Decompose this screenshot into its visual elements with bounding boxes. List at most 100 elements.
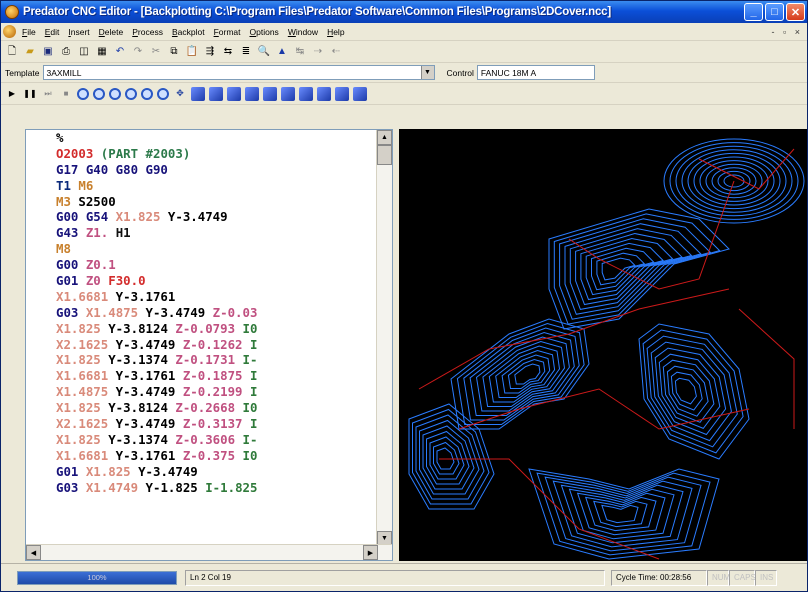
code-token: Z-0.1262 xyxy=(175,336,243,352)
renumber-icon[interactable]: ⇶ xyxy=(205,45,215,57)
title-bar[interactable]: Predator CNC Editor - [Backplotting C:\P… xyxy=(1,1,807,23)
code-line[interactable]: X1.825 Y-3.8124 Z-0.2668 I0 xyxy=(26,400,392,416)
minimize-button[interactable]: _ xyxy=(744,3,763,21)
print-icon[interactable]: ⎙ xyxy=(62,45,70,57)
find-icon[interactable]: 🔍 xyxy=(257,45,271,57)
code-line[interactable]: G00 G54 X1.825 Y-3.4749 xyxy=(26,209,392,225)
maximize-button[interactable]: □ xyxy=(765,3,784,21)
code-line[interactable]: X2.1625 Y-3.4749 Z-0.3137 I xyxy=(26,416,392,432)
menu-options[interactable]: Options xyxy=(249,26,279,37)
menu-help[interactable]: Help xyxy=(327,26,345,37)
cut-icon[interactable]: ✂ xyxy=(151,45,161,57)
play-icon[interactable]: ▶ xyxy=(8,88,16,98)
menu-format[interactable]: Format xyxy=(213,26,241,37)
zoom-out-icon[interactable] xyxy=(93,87,105,100)
code-line[interactable]: X2.1625 Y-3.4749 Z-0.1262 I xyxy=(26,337,392,353)
code-line[interactable]: G01 X1.825 Y-3.4749 xyxy=(26,464,392,480)
app-icon[interactable] xyxy=(5,5,19,19)
menu-file[interactable]: File xyxy=(22,26,36,37)
copy-icon[interactable]: ⧉ xyxy=(170,45,178,57)
menu-delete[interactable]: Delete xyxy=(98,26,124,37)
code-editor[interactable]: % O2003 (PART #2003) G17 G40 G80 G90 T1 M6 M… xyxy=(25,129,393,561)
insert-indicator: INS xyxy=(755,569,777,586)
print-preview-icon[interactable]: ◫ xyxy=(79,45,89,57)
code-line[interactable]: G00 Z0.1 xyxy=(26,257,392,273)
code-line[interactable]: X1.6681 Y-3.1761 xyxy=(26,289,392,305)
vertical-scrollbar[interactable]: ▲ ▼ xyxy=(376,130,392,546)
toolpath-pocket-bottom xyxy=(552,480,693,548)
code-line[interactable]: X1.6681 Y-3.1761 Z-0.375 I0 xyxy=(26,448,392,464)
menu-backplot[interactable]: Backplot xyxy=(171,26,205,37)
format-icon[interactable]: ≣ xyxy=(241,45,251,57)
zoom-all-icon[interactable] xyxy=(157,87,169,100)
menu-process[interactable]: Process xyxy=(132,26,163,37)
code-line[interactable]: M8 xyxy=(26,241,392,257)
menu-edit[interactable]: Edit xyxy=(44,26,60,37)
scroll-right-icon[interactable]: ▶ xyxy=(363,545,378,560)
document-icon[interactable] xyxy=(3,25,16,38)
zoom-extents-icon[interactable] xyxy=(125,87,137,100)
rotate-y-icon[interactable] xyxy=(281,86,295,101)
horizontal-scrollbar[interactable]: ◀ ▶ xyxy=(26,544,392,560)
code-line[interactable]: G43 Z1. H1 xyxy=(26,225,392,241)
control-field[interactable]: FANUC 18M A xyxy=(476,65,595,80)
code-line[interactable]: T1 M6 xyxy=(26,178,392,194)
undo-icon[interactable]: ↶ xyxy=(115,45,125,57)
zoom-window-icon[interactable] xyxy=(109,87,121,100)
step-icon[interactable]: ⏭ xyxy=(44,88,52,98)
code-line[interactable]: X1.825 Y-3.1374 Z-0.3606 I- xyxy=(26,432,392,448)
code-line[interactable]: X1.825 Y-3.1374 Z-0.1731 I- xyxy=(26,352,392,368)
toolpath-pocket-upper xyxy=(591,247,655,291)
code-line[interactable]: G03 X1.4749 Y-1.825 I-1.825 xyxy=(26,480,392,496)
num-lock-indicator: NUM xyxy=(707,569,731,586)
calculator-icon[interactable]: ▦ xyxy=(97,45,107,57)
toolpath-pocket-right xyxy=(646,335,738,448)
new-file-icon[interactable]: 🗋 xyxy=(7,45,17,57)
receive-icon[interactable]: ⇠ xyxy=(331,45,341,57)
rotate-z-icon[interactable] xyxy=(299,86,313,101)
view-front-icon[interactable] xyxy=(209,86,223,101)
code-line[interactable]: G03 X1.4875 Y-3.4749 Z-0.03 xyxy=(26,305,392,321)
scroll-up-icon[interactable]: ▲ xyxy=(377,130,392,145)
code-token: Z1. xyxy=(78,225,109,241)
scroll-thumb[interactable] xyxy=(377,145,392,165)
num-indicator-text: NUM xyxy=(712,573,731,582)
code-line[interactable]: % xyxy=(26,130,392,146)
rotate-x-icon[interactable] xyxy=(263,86,277,101)
view-iso-icon[interactable] xyxy=(245,86,259,101)
close-button[interactable]: ✕ xyxy=(786,3,805,21)
menu-insert[interactable]: Insert xyxy=(68,26,90,37)
transfer-icon[interactable]: ↹ xyxy=(295,45,305,57)
compare-icon[interactable]: ⇆ xyxy=(223,45,233,57)
mdi-window-controls[interactable]: - ▫ × xyxy=(771,26,803,37)
pan-icon[interactable]: ✥ xyxy=(176,88,184,98)
zoom-in-icon[interactable] xyxy=(77,87,89,100)
backplot-icon[interactable]: ▲ xyxy=(277,45,287,57)
wireframe-icon[interactable] xyxy=(335,86,349,101)
template-dropdown[interactable]: 3AXMILL ▼ xyxy=(42,65,435,80)
code-line[interactable]: M3 S2500 xyxy=(26,194,392,210)
chevron-down-icon[interactable]: ▼ xyxy=(420,66,434,79)
view-side-icon[interactable] xyxy=(227,86,241,101)
code-line[interactable]: X1.825 Y-3.8124 Z-0.0793 I0 xyxy=(26,321,392,337)
save-icon[interactable]: ▣ xyxy=(43,45,53,57)
paste-icon[interactable]: 📋 xyxy=(185,45,199,57)
code-line[interactable]: X1.4875 Y-3.4749 Z-0.2199 I xyxy=(26,384,392,400)
code-line[interactable]: O2003 (PART #2003) xyxy=(26,146,392,162)
scroll-left-icon[interactable]: ◀ xyxy=(26,545,41,560)
redo-icon[interactable]: ↷ xyxy=(133,45,143,57)
code-token: Y-3.1761 xyxy=(108,368,176,384)
pause-icon[interactable]: ❚❚ xyxy=(23,88,37,98)
zoom-previous-icon[interactable] xyxy=(141,87,153,100)
menu-window[interactable]: Window xyxy=(287,26,319,37)
backplot-view[interactable] xyxy=(399,129,807,561)
open-folder-icon[interactable]: ▰ xyxy=(26,45,34,57)
shade-icon[interactable] xyxy=(317,86,331,101)
solid-icon[interactable] xyxy=(353,86,367,101)
stop-icon[interactable]: ■ xyxy=(63,88,69,98)
code-line[interactable]: G01 Z0 F30.0 xyxy=(26,273,392,289)
code-line[interactable]: G17 G40 G80 G90 xyxy=(26,162,392,178)
code-line[interactable]: X1.6681 Y-3.1761 Z-0.1875 I xyxy=(26,368,392,384)
view-top-icon[interactable] xyxy=(191,86,205,101)
send-icon[interactable]: ⇢ xyxy=(313,45,323,57)
